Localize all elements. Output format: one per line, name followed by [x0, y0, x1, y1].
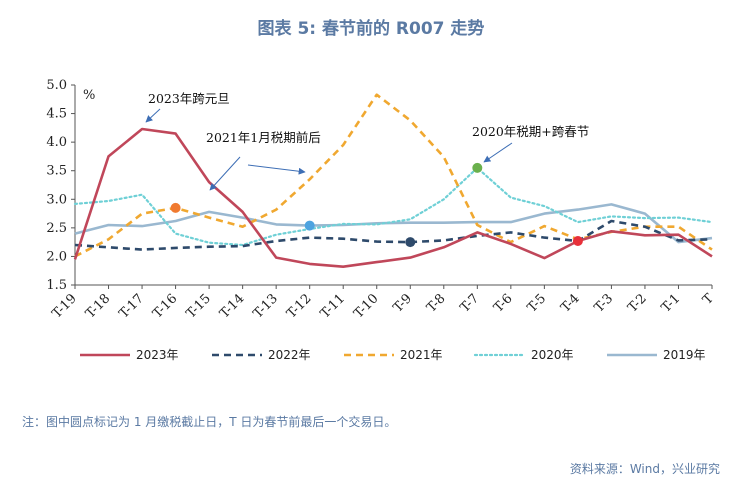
annotation-label: 2020年税期+跨春节 — [472, 124, 589, 139]
x-tick-label: T-8 — [424, 291, 449, 316]
series-lines — [73, 93, 714, 269]
legend: 2023年 2022年 2021年 2020年 2019年 — [80, 348, 706, 362]
x-tick-label: T-5 — [525, 291, 550, 316]
tax-deadline-marker-2023年 — [572, 236, 583, 246]
y-tick-label: 5.0 — [46, 78, 67, 93]
x-tick-label: T-19 — [49, 291, 79, 321]
legend-label: 2022年 — [268, 348, 311, 362]
series-line-2019年 — [74, 203, 713, 244]
x-tick-label: T-11 — [318, 291, 348, 321]
x-tick-label: T-16 — [150, 291, 180, 321]
x-tick-label: T-14 — [217, 291, 247, 321]
x-tick-label: T-12 — [284, 291, 314, 321]
x-tick-label: T-1 — [659, 291, 684, 316]
annotation-label: 2023年跨元旦 — [148, 91, 230, 106]
tax-deadline-marker-2019年 — [304, 220, 315, 231]
y-tick-label: 2.0 — [46, 249, 67, 264]
annotation-arrow — [145, 108, 161, 123]
x-tick-label: T-4 — [558, 291, 583, 316]
x-tick-label: T-15 — [184, 291, 214, 321]
series-line-2023年 — [73, 127, 713, 269]
annotation-arrow — [209, 156, 241, 191]
annotations: 2023年跨元旦 2021年1月税期前后 2020年税期+跨春节 — [145, 91, 589, 191]
x-tick-label: T-3 — [592, 291, 617, 316]
x-tick-label: T-9 — [391, 291, 416, 316]
y-tick-label: 3.5 — [46, 164, 67, 179]
x-tick-label: T-10 — [351, 291, 381, 321]
annotation-arrow — [483, 142, 513, 163]
legend-label: 2021年 — [400, 348, 443, 362]
tax-deadline-marker-2020年 — [472, 162, 483, 173]
x-tick-label: T-13 — [251, 291, 281, 321]
x-tick-label: T-17 — [117, 291, 147, 321]
y-tick-label: 1.5 — [46, 278, 67, 293]
x-tick-label: T — [700, 291, 717, 308]
legend-label: 2023年 — [136, 348, 179, 362]
x-tick-label: T-2 — [625, 291, 650, 316]
legend-label: 2020年 — [531, 348, 574, 362]
x-tick-label: T-18 — [83, 291, 113, 321]
y-axis-unit: % — [83, 88, 95, 103]
annotation-arrow — [247, 164, 306, 175]
source-credit: 资料来源：Wind，兴业研究 — [569, 462, 720, 476]
x-tick-label: T-6 — [491, 291, 516, 316]
series-markers — [170, 162, 583, 248]
footnote: 注：图中圆点标记为 1 月缴税截止日，T 日为春节前最后一个交易日。 — [22, 415, 397, 429]
tax-deadline-marker-2021年 — [170, 202, 181, 213]
chart-title: 图表 5: 春节前的 R007 走势 — [257, 19, 485, 39]
y-tick-label: 4.0 — [46, 135, 67, 150]
y-tick-label: 2.5 — [46, 221, 67, 236]
y-tick-label: 3.0 — [46, 192, 67, 207]
y-tick-label: 4.5 — [46, 107, 67, 122]
legend-label: 2019年 — [663, 348, 706, 362]
tax-deadline-marker-2022年 — [405, 237, 416, 248]
x-tick-label: T-7 — [458, 291, 483, 316]
series-line-2020年 — [73, 166, 714, 247]
series-line-2022年 — [74, 219, 713, 251]
annotation-label: 2021年1月税期前后 — [206, 130, 321, 145]
